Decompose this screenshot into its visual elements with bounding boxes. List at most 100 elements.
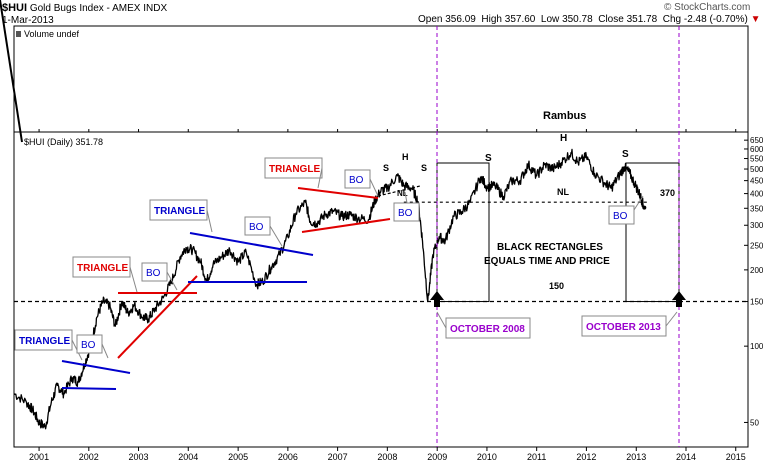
level-150-label: 150 [549,281,564,291]
close-label: Close [598,14,624,25]
x-tick-label: 2004 [178,452,198,462]
price-legend-swatch [0,0,23,143]
trendline-tri2-lower [117,275,198,359]
header-symbol-line: $HUI Gold Bugs Index - AMEX INDX [2,2,167,15]
hs1-head-label: H [402,152,409,162]
x-tick-label: 2001 [29,452,49,462]
series-line-hui [13,148,645,430]
header-symbol: $HUI [2,2,28,14]
y-tick-label: 100 [750,342,764,351]
bo-callout-6: BO [608,195,644,225]
up-arrow-icon [430,291,444,307]
x-tick-label: 2003 [129,452,149,462]
high-value: 357.60 [504,14,536,25]
x-tick-label: 2012 [576,452,596,462]
low-value: 350.78 [562,14,593,25]
trendline-tri1-lower [61,387,117,390]
x-tick-label: 2011 [527,452,546,462]
bo-callout-5-label: BO [398,208,413,219]
trendline-tri4-upper [297,187,379,199]
hs1-neckline [377,185,421,197]
volume-legend-label: Volume undef [24,29,80,39]
bo-callout-3: BO [244,216,283,247]
x-tick-label: 2015 [726,452,746,462]
header-exchange: INDX [143,3,168,14]
y-tick-label: 350 [750,204,764,213]
price-legend-label: $HUI (Daily) 351.78 [24,137,103,147]
y-tick-label: 500 [750,165,764,174]
bo-callout-1-label: BO [81,340,96,351]
axes-group: 2001 2002 2003 2004 2005 2006 2007 2008 2009 2010… [29,129,764,462]
hs2-head-label: H [560,133,567,144]
rect-note-1: BLACK RECTANGLES [497,242,603,253]
chg-value: -2.48 (-0.70%) [683,14,748,25]
header-date: 1-Mar-2013 [2,15,54,26]
hs1-neckline-label: NL [397,189,408,198]
rambus-label: Rambus [543,110,586,122]
x-tick-label: 2005 [228,452,248,462]
triangle-callout-4-label: TRIANGLE [269,164,320,175]
y-tick-label: 550 [750,155,764,164]
hs1-left-shoulder-label: S [383,163,389,173]
triangle-callout-1-label: TRIANGLE [19,336,70,347]
y-tick-label: 50 [750,418,759,427]
triangle-callout-3-label: TRIANGLE [154,206,205,217]
y-tick-label: 150 [750,298,764,307]
x-tick-label: 2014 [676,452,696,462]
rect-note-2: EQUALS TIME AND PRICE [484,256,610,267]
volume-legend-swatch [16,31,21,37]
chg-label: Chg [662,14,682,25]
y-tick-label: 600 [750,145,764,154]
hs1-right-shoulder-label: S [421,163,427,173]
x-tick-label: 2009 [427,452,447,462]
bo-callout-4-label: BO [349,175,364,186]
watermark: © StockCharts.com [664,2,751,13]
trendline-tri3-upper [189,232,314,256]
triangle-callout-2: TRIANGLE [72,256,138,293]
y-tick-label: 200 [750,266,764,275]
y-tick-label: 650 [750,136,764,145]
y-tick-label: 450 [750,177,764,186]
october-2013-label: OCTOBER 2013 [586,322,661,333]
bo-callout-2-label: BO [146,268,161,279]
last-point [642,205,647,210]
october-2013-callout: OCTOBER 2013 [581,311,678,337]
y-tick-label: 400 [750,190,764,199]
bo-callout-4: BO [344,169,379,197]
triangle-callout-4: TRIANGLE [264,157,323,189]
open-label: Open [418,14,443,25]
x-tick-label: 2002 [79,452,99,462]
up-arrow-icon [672,291,686,307]
volume-panel-frame [13,25,749,133]
trendlines-group [14,26,748,447]
down-triangle-icon: ▼ [750,14,761,25]
triangle-callout-1: TRIANGLE [14,329,83,361]
price-panel-frame [13,131,749,448]
x-tick-label: 2007 [328,452,348,462]
hs2-left-shoulder-label: S [485,153,492,164]
series-group [13,148,647,430]
header-name: Gold Bugs Index - AMEX [29,3,141,14]
trendline-tri1-upper [61,360,131,374]
x-tick-label: 2010 [477,452,497,462]
x-tick-label: 2008 [377,452,397,462]
bo-callout-6-label: BO [613,211,628,222]
hs2-neckline-label: NL [557,187,569,197]
triangle-callout-2-label: TRIANGLE [77,263,128,274]
level-370-label: 370 [660,188,675,198]
bo-callout-2: BO [141,262,178,291]
y-tick-label: 300 [750,221,764,230]
bo-callout-1: BO [76,334,109,359]
header-ohlc: Open 356.09 High 357.60 Low 350.78 Close… [418,14,760,26]
trendline-tri4-lower [301,218,391,233]
october-2008-label: OCTOBER 2008 [450,324,525,335]
hs2-right-shoulder-label: S [622,149,629,160]
low-label: Low [540,14,560,25]
y-tick-label: 250 [750,241,764,250]
open-value: 356.09 [445,14,476,25]
x-tick-label: 2006 [278,452,298,462]
bo-callout-3-label: BO [249,222,264,233]
triangle-callout-3: TRIANGLE [149,199,213,233]
x-tick-label: 2013 [626,452,646,462]
